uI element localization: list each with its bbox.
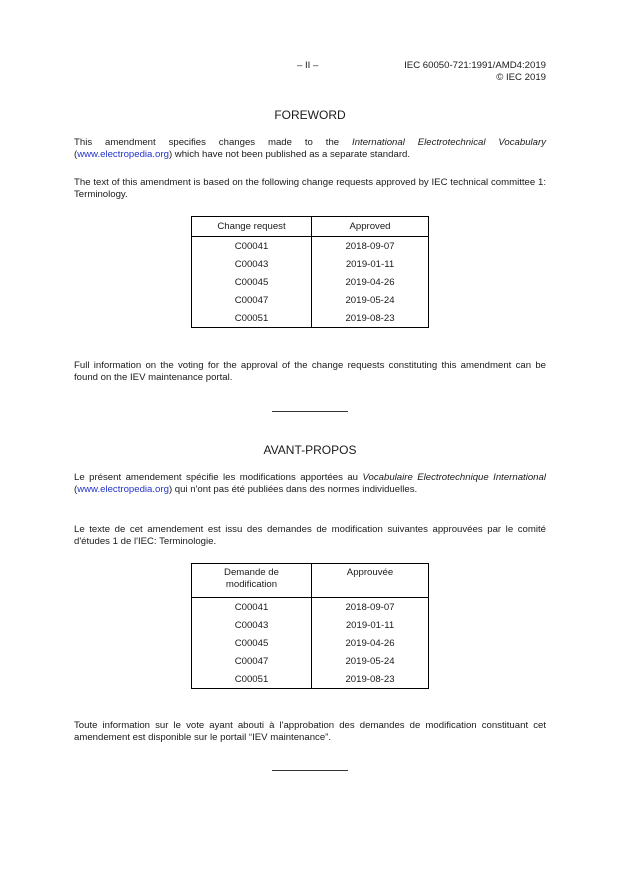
table-row: C00043 2019-01-11: [191, 616, 429, 634]
column-header: Approuvée: [311, 563, 429, 598]
copyright: © IEC 2019: [496, 72, 546, 83]
table-row: C00047 2019-05-24: [191, 291, 429, 309]
avant-propos-title: AVANT-PROPOS: [263, 443, 357, 457]
column-header: Approved: [311, 216, 429, 237]
electropedia-link[interactable]: www.electropedia.org: [77, 149, 169, 160]
section-divider: [272, 411, 348, 412]
change-request-id: C00047: [191, 291, 312, 309]
table-row: C00045 2019-04-26: [191, 634, 429, 652]
approval-date: 2019-05-24: [311, 652, 429, 670]
approval-date: 2019-08-23: [311, 309, 429, 328]
approval-date: 2019-05-24: [311, 291, 429, 309]
vocabulary-title: International Electrotechnical Vocabular…: [352, 137, 546, 148]
foreword-paragraph-3: Full information on the voting for the a…: [74, 360, 546, 383]
approval-date: 2019-04-26: [311, 634, 429, 652]
approval-date: 2018-09-07: [311, 236, 429, 255]
text: ) qui n'ont pas été publiées dans des no…: [168, 484, 418, 495]
approval-date: 2019-01-11: [311, 616, 429, 634]
foreword-paragraph-1: This amendment specifies changes made to…: [74, 137, 546, 161]
table-row: C00047 2019-05-24: [191, 652, 429, 670]
approval-date: 2019-01-11: [311, 255, 429, 273]
table-row: C00043 2019-01-11: [191, 255, 429, 273]
change-request-id: C00041: [191, 236, 312, 255]
avant-propos-paragraph-2: Le texte de cet amendement est issu des …: [74, 524, 546, 547]
doc-id: IEC 60050-721:1991/AMD4:2019: [404, 60, 546, 71]
column-header: Change request: [191, 216, 312, 237]
approval-date: 2019-08-23: [311, 670, 429, 689]
text: Le présent amendement spécifie les modif…: [74, 472, 363, 483]
electropedia-link[interactable]: www.electropedia.org: [77, 484, 169, 495]
section-divider: [272, 770, 348, 771]
change-request-id: C00045: [191, 634, 312, 652]
approval-date: 2019-04-26: [311, 273, 429, 291]
change-request-id: C00051: [191, 670, 312, 689]
approval-date: 2018-09-07: [311, 597, 429, 616]
text: (: [74, 484, 78, 495]
table-row: C00041 2018-09-07: [191, 597, 429, 616]
change-request-table: Change request Approved C00041 2018-09-07…: [191, 216, 429, 328]
avant-propos-paragraph-3: Toute information sur le vote ayant abou…: [74, 720, 546, 743]
column-header-text: Demande de modification: [224, 567, 279, 590]
table-row: C00051 2019-08-23: [191, 309, 429, 328]
change-request-id: C00043: [191, 616, 312, 634]
change-request-id: C00043: [191, 255, 312, 273]
text: ) which have not been published as a sep…: [168, 149, 411, 160]
text: (: [74, 149, 78, 160]
foreword-title: FOREWORD: [274, 108, 346, 122]
change-request-id: C00041: [191, 597, 312, 616]
change-request-id: C00051: [191, 309, 312, 328]
change-request-id: C00045: [191, 273, 312, 291]
demande-modification-table: Demande de modification Approuvée C00041…: [191, 563, 429, 689]
table-row: C00051 2019-08-23: [191, 670, 429, 689]
column-header: Demande de modification: [191, 563, 312, 598]
table-row: C00045 2019-04-26: [191, 273, 429, 291]
table-row: C00041 2018-09-07: [191, 236, 429, 255]
text: This amendment specifies changes made to…: [74, 137, 353, 148]
page-number: – II –: [297, 60, 319, 71]
change-request-id: C00047: [191, 652, 312, 670]
foreword-paragraph-2: The text of this amendment is based on t…: [74, 177, 546, 200]
vocabulary-title: Vocabulaire Electrotechnique Internation…: [362, 472, 546, 483]
avant-propos-paragraph-1: Le présent amendement spécifie les modif…: [74, 472, 546, 496]
